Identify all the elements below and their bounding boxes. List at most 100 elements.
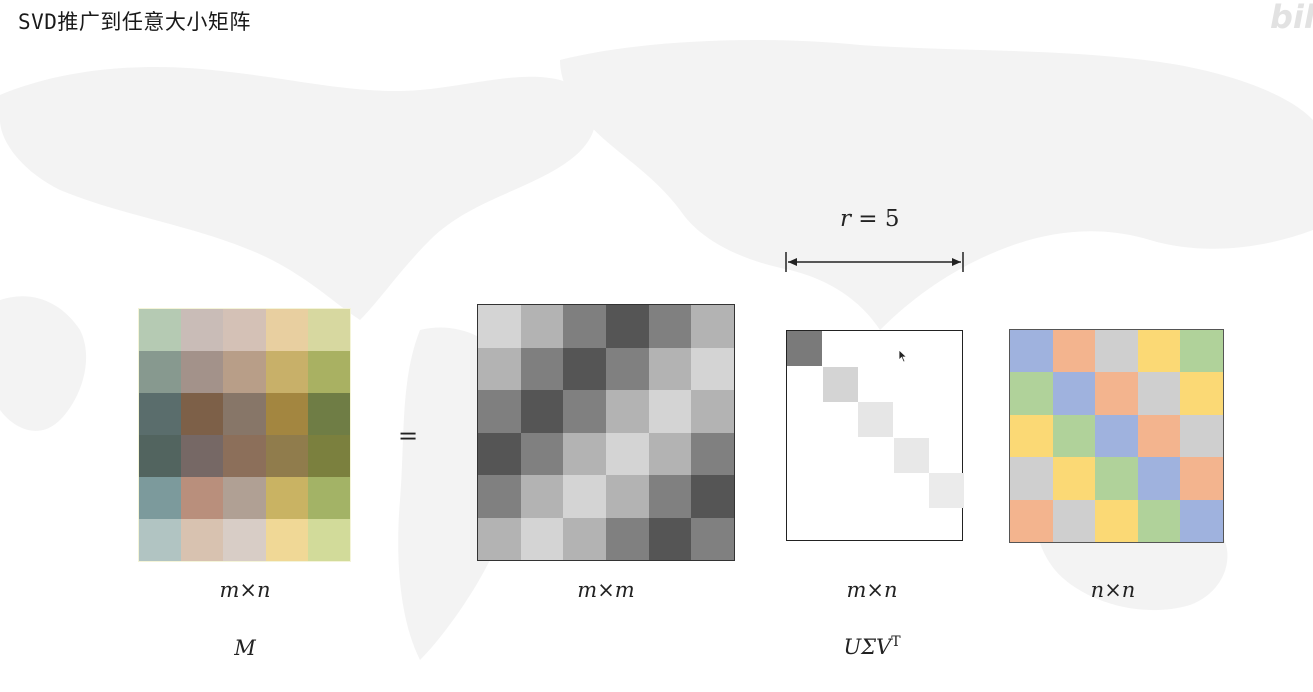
- matrix-m-grid: [139, 309, 350, 561]
- matrix-u-cell: [478, 517, 521, 560]
- sigma-diagonal-cell: [822, 366, 858, 402]
- matrix-m-cell: [181, 519, 224, 561]
- matrix-v-cell: [1180, 499, 1223, 542]
- matrix-u-cell: [478, 305, 521, 348]
- matrix-m-cell: [223, 351, 266, 393]
- matrix-m-cell: [139, 309, 182, 351]
- matrix-m-cell: [223, 477, 266, 519]
- matrix-v-cell: [1137, 457, 1181, 500]
- matrix-m-cell: [181, 477, 224, 519]
- matrix-m-cell: [139, 519, 182, 561]
- matrix-v-cell: [1052, 499, 1096, 542]
- matrix-u-cell: [648, 432, 692, 475]
- matrix-u-cell: [563, 390, 606, 433]
- matrix-m-cell: [223, 309, 266, 351]
- matrix-m-cell: [139, 477, 182, 519]
- bilibili-watermark: bili: [1270, 0, 1313, 36]
- svd-formula-main: UΣV: [843, 635, 892, 659]
- matrix-u-cell: [606, 517, 649, 560]
- matrix-v-cell: [1010, 330, 1053, 373]
- matrix-u-cell: [606, 475, 649, 518]
- matrix-v-cell: [1010, 414, 1053, 458]
- matrix-v-cell: [1010, 457, 1053, 500]
- matrix-u-cell: [478, 432, 521, 475]
- matrix-m-cell: [307, 435, 350, 477]
- matrix-v-grid: [1009, 329, 1224, 543]
- matrix-u-cell: [691, 347, 734, 390]
- matrix-m-cell: [223, 519, 266, 561]
- matrix-v-cell: [1180, 372, 1223, 415]
- matrix-m-cell: [265, 351, 308, 393]
- matrix-m-cell: [307, 393, 350, 435]
- matrix-v-cell: [1052, 330, 1096, 373]
- matrix-u-cell: [563, 432, 606, 475]
- matrix-m-cell: [139, 351, 182, 393]
- matrix-u-cell: [648, 475, 692, 518]
- matrix-u-cell: [606, 347, 649, 390]
- matrix-u-cell: [520, 305, 564, 348]
- matrix-m-cell: [139, 393, 182, 435]
- matrix-u-cell: [691, 517, 734, 560]
- matrix-u-cell: [563, 305, 606, 348]
- matrix-u-cell: [648, 517, 692, 560]
- sigma-diagonal-cell: [929, 473, 964, 508]
- matrix-m-cell: [181, 393, 224, 435]
- matrix-u-cell: [520, 390, 564, 433]
- matrix-u-cell: [691, 432, 734, 475]
- matrix-sigma-dims: m×n: [846, 578, 898, 602]
- matrix-u-cell: [520, 347, 564, 390]
- rank-variable: r: [840, 206, 851, 232]
- matrix-m-cell: [223, 393, 266, 435]
- matrix-v-cell: [1137, 372, 1181, 415]
- page-title: SVD推广到任意大小矩阵: [18, 10, 251, 34]
- svd-formula-transpose: T: [891, 634, 901, 650]
- matrix-m-cell: [265, 435, 308, 477]
- matrix-m-cell: [307, 309, 350, 351]
- matrix-m-cell: [223, 435, 266, 477]
- matrix-u-cell: [478, 390, 521, 433]
- matrix-v-cell: [1010, 372, 1053, 415]
- sigma-diagonal-cell: [858, 402, 893, 437]
- matrix-u-grid: [477, 304, 735, 561]
- matrix-v-cell: [1052, 457, 1096, 500]
- matrix-m-cell: [307, 519, 350, 561]
- matrix-u-cell: [691, 305, 734, 348]
- matrix-u-cell: [520, 432, 564, 475]
- sigma-diagonal-cell: [893, 437, 929, 473]
- matrix-u-cell: [563, 517, 606, 560]
- matrix-u-cell: [520, 517, 564, 560]
- matrix-v-cell: [1052, 414, 1096, 458]
- matrix-v-cell: [1180, 330, 1223, 373]
- matrix-v-cell: [1095, 330, 1138, 373]
- sigma-diagonal-cell: [787, 331, 822, 366]
- matrix-m-dims: m×n: [219, 578, 271, 602]
- matrix-m-cell: [181, 351, 224, 393]
- matrix-m-cell: [181, 435, 224, 477]
- matrix-v-cell: [1137, 330, 1181, 373]
- matrix-u-cell: [648, 305, 692, 348]
- matrix-v-cell: [1180, 414, 1223, 458]
- matrix-v-dims: n×n: [1090, 578, 1136, 602]
- matrix-m-cell: [139, 435, 182, 477]
- matrix-u-cell: [648, 390, 692, 433]
- svd-formula: UΣVT: [812, 634, 932, 659]
- matrix-u-dims: m×m: [577, 578, 635, 602]
- mouse-cursor-icon: [898, 349, 908, 363]
- matrix-u-cell: [563, 347, 606, 390]
- matrix-v-cell: [1095, 499, 1138, 542]
- matrix-m-cell: [265, 309, 308, 351]
- matrix-u-cell: [606, 390, 649, 433]
- equals-sign: =: [398, 422, 419, 450]
- matrix-u-cell: [648, 347, 692, 390]
- matrix-u-cell: [520, 475, 564, 518]
- matrix-m-cell: [307, 477, 350, 519]
- matrix-u-cell: [606, 305, 649, 348]
- matrix-u-cell: [691, 390, 734, 433]
- matrix-m-cell: [265, 519, 308, 561]
- matrix-u-cell: [478, 347, 521, 390]
- matrix-u-cell: [478, 475, 521, 518]
- matrix-u-cell: [606, 432, 649, 475]
- matrix-v-cell: [1095, 414, 1138, 458]
- matrix-v-cell: [1010, 499, 1053, 542]
- matrix-m-name: M: [234, 636, 256, 660]
